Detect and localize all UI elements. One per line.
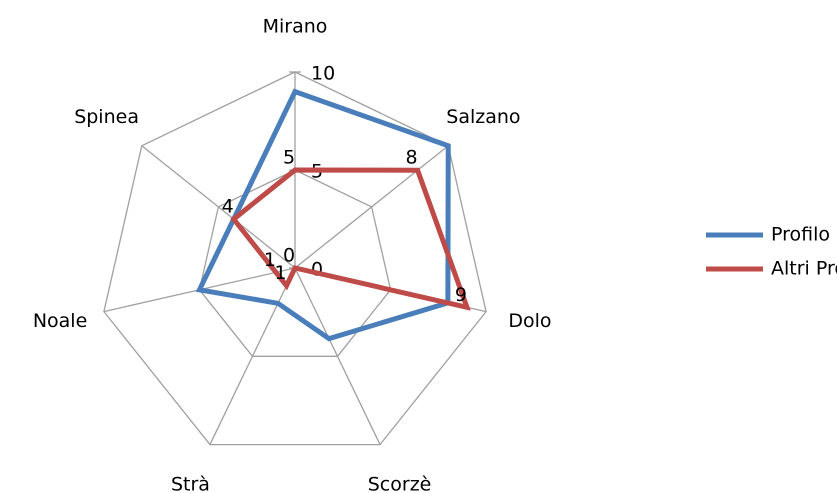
grid-ring: [103, 71, 487, 446]
category-label: Noale: [33, 310, 87, 332]
data-label: 9: [455, 284, 467, 306]
tick-label: 0: [311, 259, 323, 281]
data-label: 8: [406, 147, 418, 169]
grid-ring: [198, 169, 392, 357]
category-label: Dolo: [508, 310, 551, 332]
tick-label: 10: [311, 63, 335, 85]
data-label: 5: [283, 147, 295, 169]
category-label: Strà: [171, 474, 210, 493]
category-label: Mirano: [263, 16, 328, 38]
series-line: [230, 167, 471, 311]
category-label: Salzano: [446, 106, 520, 128]
data-label: 1: [274, 262, 286, 284]
spoke: [141, 145, 296, 269]
spoke: [294, 145, 449, 269]
data-label: 4: [222, 196, 234, 218]
data-label: 1: [264, 249, 276, 271]
data-label: 0: [283, 245, 295, 267]
category-label: Spinea: [74, 106, 139, 128]
legend-label: Altri Profili: [771, 258, 837, 280]
category-label: Scorzè: [368, 474, 432, 493]
spoke: [209, 267, 296, 445]
series-line: [195, 88, 451, 342]
spoke: [294, 267, 381, 445]
legend-label: Profilo 17: [771, 224, 837, 246]
